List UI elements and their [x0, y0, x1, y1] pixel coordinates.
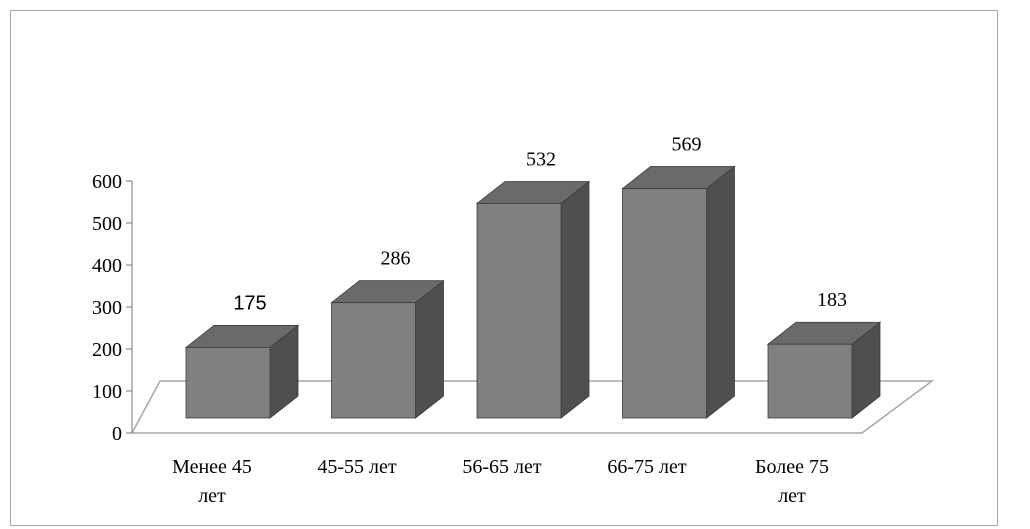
y-tick-label: 600: [92, 171, 122, 193]
bar-2: [330, 279, 445, 419]
y-tick-label: 0: [112, 423, 122, 445]
chart-floor-plane: [130, 380, 935, 434]
x-axis-labels: Менее 45 лет 45-55 лет 56-65 лет 66-75 лет Бо…: [172, 456, 829, 507]
bar-front-face: [622, 188, 707, 419]
bar-side-face: [706, 165, 735, 419]
y-tick-label: 300: [92, 297, 122, 319]
y-tick-label: 200: [92, 339, 122, 361]
bar-1: [184, 324, 300, 419]
x-tick-label: 56-65 лет: [462, 456, 542, 478]
bar-5: [766, 321, 882, 419]
bar-front-face: [767, 343, 853, 419]
data-label: 532: [526, 148, 556, 170]
bar-front-face: [331, 302, 416, 419]
bar-front-face: [476, 203, 562, 419]
x-tick-label: Более 75 лет: [755, 456, 829, 507]
chart-floor: [130, 380, 935, 434]
bar-3: [475, 180, 591, 419]
bar-side-face: [560, 180, 590, 419]
x-tick-label: 45-55 лет: [317, 456, 397, 478]
y-tick-label: 500: [92, 213, 122, 235]
x-tick-label: 66-75 лет: [607, 456, 687, 478]
data-labels: 175 286 532 569 183: [233, 134, 847, 315]
data-label: 569: [672, 134, 702, 156]
data-label: 175: [233, 292, 266, 314]
bar-side-face: [415, 279, 444, 419]
y-tick-label: 400: [92, 255, 122, 277]
bars: [184, 165, 882, 419]
x-tick-label: Менее 45 лет: [172, 456, 252, 507]
y-tick-label: 100: [92, 381, 122, 403]
bar-front-face: [185, 347, 271, 419]
bar-4: [621, 165, 736, 419]
y-axis: 0 100 200 300 400 500 600: [92, 171, 133, 445]
data-label: 183: [817, 289, 847, 311]
data-label: 286: [381, 248, 411, 270]
